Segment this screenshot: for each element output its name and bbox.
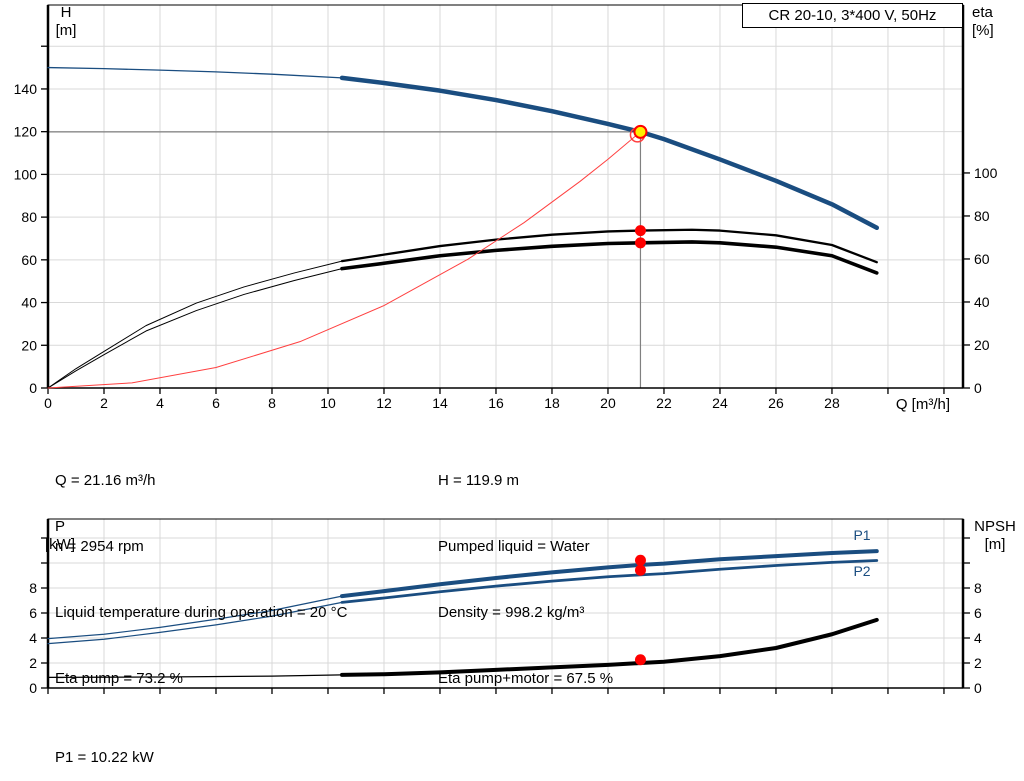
tick-label: 20	[21, 337, 37, 353]
tick-label: 4	[974, 630, 982, 646]
tick-label: 20	[974, 337, 990, 353]
info-line-p1: P1 = 10.22 kW	[55, 749, 154, 766]
tick-label: 40	[21, 295, 37, 311]
tick-label: 8	[29, 580, 37, 596]
tick-label: 20	[600, 395, 616, 411]
info-line-eta-pump-motor: Eta pump+motor = 67.5 %	[438, 670, 614, 687]
npsh-axis-title-line1: NPSH	[974, 518, 1016, 535]
duty-dot-marker	[634, 237, 646, 249]
tick-label: 80	[974, 208, 990, 224]
p2-series-label: P2	[853, 563, 871, 579]
h-axis-title: H [m]	[42, 4, 90, 40]
tick-label: 4	[29, 630, 37, 646]
tick-label: 28	[824, 395, 840, 411]
tick-label: 60	[974, 251, 990, 267]
tick-label: 40	[974, 294, 990, 310]
curve-affinity-parabola	[47, 131, 641, 389]
tick-label: 0	[44, 395, 52, 411]
tick-label: 2	[29, 655, 37, 671]
tick-label: 0	[974, 680, 982, 696]
tick-label: 2	[974, 655, 982, 671]
curve-p1	[339, 549, 879, 599]
tick-label: 8	[268, 395, 276, 411]
info-line-q: Q = 21.16 m³/h	[55, 472, 156, 489]
npsh-axis-title-line2: [m]	[984, 536, 1006, 553]
info-line-speed: n = 2954 rpm	[55, 538, 144, 555]
tick-label: 60	[21, 252, 37, 268]
curve-eta-pump-motor	[340, 240, 879, 275]
info-line-pumped-liquid: Pumped liquid = Water	[438, 538, 590, 555]
tick-label: 0	[974, 380, 982, 396]
tick-label: 120	[14, 124, 38, 140]
curve-eta-pump-motor	[47, 268, 343, 389]
tick-label: 0	[29, 680, 37, 696]
p1-series-label: P1	[853, 527, 871, 543]
power-npsh-info: P1 = 10.22 kW P2 = 9.424 kW NPSH = 2.26 …	[55, 702, 160, 781]
curve-p2	[47, 601, 343, 645]
curve-p1	[47, 595, 343, 640]
tick-label: 100	[974, 165, 998, 181]
tick-label: 2	[100, 395, 108, 411]
tick-label: 16	[488, 395, 504, 411]
duty-dot-marker	[634, 564, 646, 576]
curve-qh	[47, 66, 343, 79]
info-line-density: Density = 998.2 kg/m³	[438, 604, 585, 621]
tick-label: 100	[14, 166, 38, 182]
curve-p2	[340, 559, 879, 604]
p-axis-title-line1: P	[54, 518, 65, 535]
info-line-eta-pump: Eta pump = 73.2 %	[55, 670, 183, 687]
curve-eta-pump	[47, 260, 343, 389]
eta-axis-title-line2: [%]	[972, 22, 994, 39]
curve-eta-pump	[340, 228, 878, 264]
tick-label: 24	[712, 395, 728, 411]
h-axis-title-line2: [m]	[55, 22, 77, 39]
tick-label: 6	[212, 395, 220, 411]
curve-npsh	[47, 674, 343, 678]
duty-info-right-column: H = 119.9 m Pumped liquid = Water Densit…	[438, 426, 613, 734]
duty-dot-marker	[634, 225, 646, 237]
tick-label: 8	[974, 580, 982, 596]
duty-info-left-column: Q = 21.16 m³/h n = 2954 rpm Liquid tempe…	[55, 426, 347, 734]
p-axis-title-line2: [kW]	[45, 536, 75, 553]
tick-label: 140	[14, 81, 38, 97]
tick-label: 26	[768, 395, 784, 411]
duty-dot-marker	[634, 554, 646, 566]
info-line-head: H = 119.9 m	[438, 472, 520, 489]
duty-point-marker	[633, 124, 648, 139]
tick-label: 80	[21, 209, 37, 225]
curve-npsh	[339, 617, 879, 677]
duty-dot-marker	[634, 654, 646, 666]
tick-label: 22	[656, 395, 672, 411]
eta-axis-title-line1: eta	[972, 4, 993, 21]
plot-border	[47, 4, 964, 389]
tick-label: 0	[29, 380, 37, 396]
eta-axis-title: eta [%]	[972, 4, 994, 40]
npsh-axis-title: NPSH [m]	[966, 518, 1024, 554]
info-line-liquid-temp: Liquid temperature during operation = 20…	[55, 604, 348, 621]
p-axis-title: P [kW]	[36, 518, 84, 554]
h-axis-title-line1: H	[60, 4, 72, 21]
tick-label: 6	[29, 605, 37, 621]
curve-qh	[339, 75, 880, 231]
tick-label: 4	[156, 395, 164, 411]
tick-label: 18	[544, 395, 560, 411]
pump-model-title: CR 20-10, 3*400 V, 50Hz	[742, 3, 963, 28]
tick-label: 10	[320, 395, 336, 411]
tick-label: 14	[432, 395, 448, 411]
q-axis-title: Q [m³/h]	[895, 396, 950, 413]
tick-label: 12	[376, 395, 392, 411]
tick-label: 6	[974, 605, 982, 621]
